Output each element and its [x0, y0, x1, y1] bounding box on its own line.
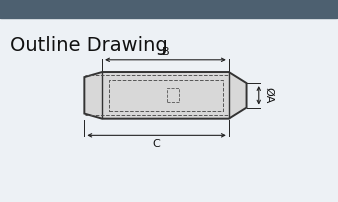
- Text: C: C: [153, 139, 161, 149]
- Text: B: B: [162, 47, 169, 57]
- Text: Outline Drawing: Outline Drawing: [10, 36, 168, 55]
- Bar: [167, 88, 179, 102]
- Polygon shape: [84, 72, 246, 119]
- Bar: [109, 80, 223, 111]
- Text: ØA: ØA: [264, 87, 274, 104]
